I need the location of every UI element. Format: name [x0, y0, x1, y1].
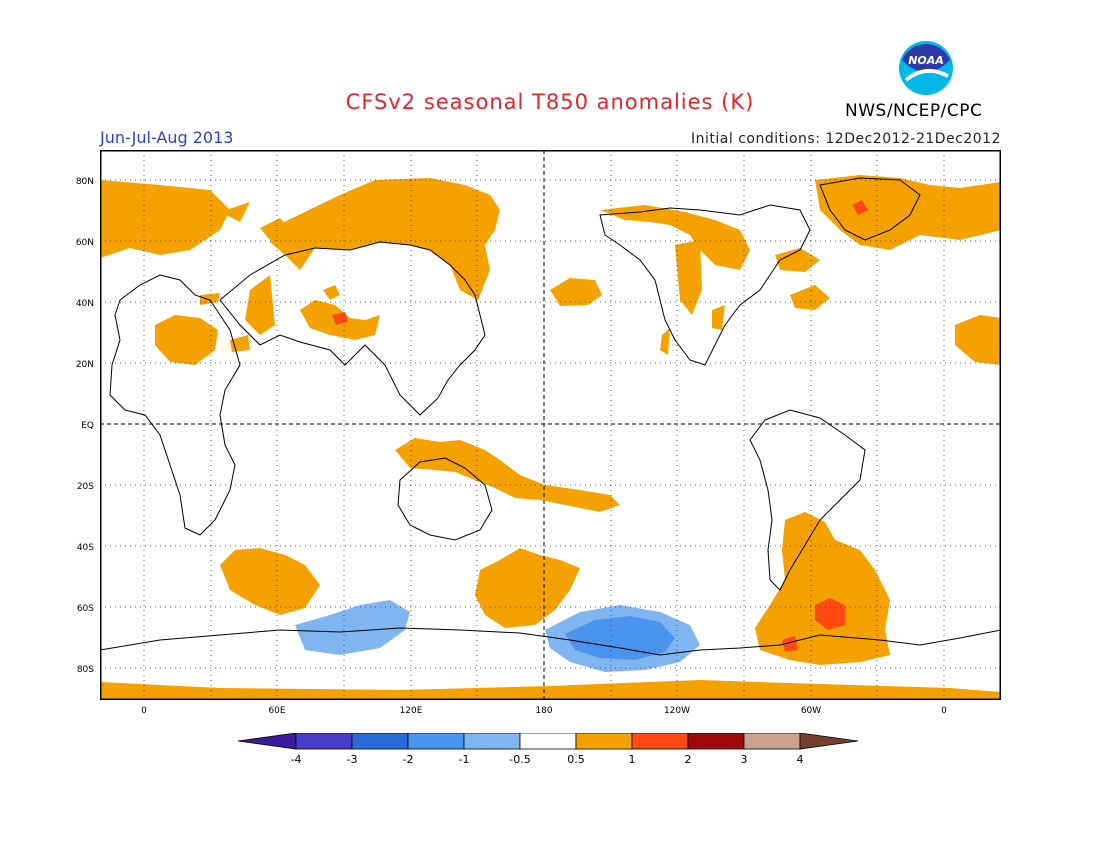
warm-anomaly-region: [675, 240, 702, 315]
colorbar-swatch: [519, 733, 577, 750]
warm-anomaly-region: [220, 202, 250, 222]
colorbar-swatch: [743, 733, 801, 750]
warm-anomaly-region: [100, 180, 230, 258]
colorbar-swatch: [463, 733, 521, 750]
warm-anomaly-region: [245, 275, 275, 335]
colorbar-swatch: [575, 733, 633, 750]
noaa-logo: NOAA: [899, 41, 953, 95]
forecast-period: Jun-Jul-Aug 2013: [100, 128, 234, 147]
hot-anomaly-region: [782, 636, 798, 652]
warm-anomaly-region: [955, 315, 1001, 365]
warm-anomaly-region: [220, 548, 320, 615]
cold-anomaly-region: [565, 616, 675, 660]
lat-label: 20S: [77, 482, 94, 492]
warm-anomaly-region: [323, 285, 340, 300]
colorbar-label: 0.5: [567, 753, 585, 766]
colorbar-label: -4: [291, 753, 302, 766]
lon-label: 0: [141, 706, 147, 716]
lat-label: 60N: [76, 238, 94, 248]
colorbar-label: -1: [459, 753, 470, 766]
lat-label: 80N: [76, 177, 94, 187]
colorbar-swatch: [295, 733, 353, 750]
warm-anomaly-region: [395, 438, 620, 512]
initial-conditions: Initial conditions: 12Dec2012-21Dec2012: [691, 131, 1001, 147]
colorbar-label: 2: [685, 753, 692, 766]
colorbar-label: -3: [347, 753, 358, 766]
lon-label: 120W: [664, 706, 690, 716]
warm-anomaly-region: [550, 278, 602, 306]
hot-anomaly-region: [815, 598, 845, 630]
warm-anomaly-region: [712, 305, 725, 330]
lat-label: 80S: [77, 665, 94, 675]
colorbar-swatch: [631, 733, 689, 750]
colorbar-label: 4: [797, 753, 804, 766]
colorbar-label: 3: [741, 753, 748, 766]
lon-label: 60E: [268, 706, 285, 716]
lat-label: 40N: [76, 299, 94, 309]
hot-anomaly-region: [852, 200, 868, 215]
colorbar-label: -2: [403, 753, 414, 766]
latitude-axis: 80N 60N 40N 20N EQ 20S 40S 60S 80S: [76, 177, 94, 675]
lon-label: 0: [941, 706, 947, 716]
lat-label: 40S: [77, 543, 94, 553]
agency-label: NWS/NCEP/CPC: [845, 101, 983, 121]
warm-anomaly-region: [775, 248, 820, 272]
colorbar-swatch: [687, 733, 745, 750]
colorbar-label: -0.5: [509, 753, 530, 766]
longitude-axis: 0 60E 120E 180 120W 60W 0: [141, 706, 947, 716]
cool-anomaly-region: [295, 600, 410, 655]
warm-anomaly-region: [600, 205, 750, 270]
warm-anomaly-region: [660, 328, 670, 355]
colorbar-swatch: [238, 733, 297, 750]
warm-anomaly-region: [270, 178, 500, 300]
noaa-logo-text: NOAA: [908, 54, 944, 67]
anomaly-regions: [100, 175, 1001, 700]
warm-anomaly-region: [155, 315, 218, 365]
colorbar-swatch: [407, 733, 465, 750]
chart-title: CFSv2 seasonal T850 anomalies (K): [345, 90, 755, 114]
warm-anomaly-region: [755, 512, 890, 665]
warm-anomaly-region: [475, 548, 580, 628]
colorbar-swatch: [351, 733, 409, 750]
lat-label: 20N: [76, 360, 94, 370]
colorbar: -4 -3 -2 -1 -0.5 0.5 1 2 3 4: [238, 733, 859, 766]
anomaly-map: [100, 150, 1001, 700]
colorbar-swatch: [799, 733, 859, 750]
coastlines: [100, 177, 1001, 656]
lon-label: 120E: [400, 706, 423, 716]
warm-anomaly-region: [100, 680, 1001, 700]
lat-label: 60S: [77, 604, 94, 614]
lon-label: 60W: [801, 706, 821, 716]
colorbar-label: 1: [629, 753, 636, 766]
lat-lon-grid: [100, 150, 1001, 700]
warm-anomaly-region: [790, 285, 830, 310]
warm-anomaly-region: [815, 175, 1001, 250]
lon-label: 180: [535, 706, 552, 716]
map-frame: [100, 150, 1001, 700]
lat-label: EQ: [81, 421, 94, 431]
